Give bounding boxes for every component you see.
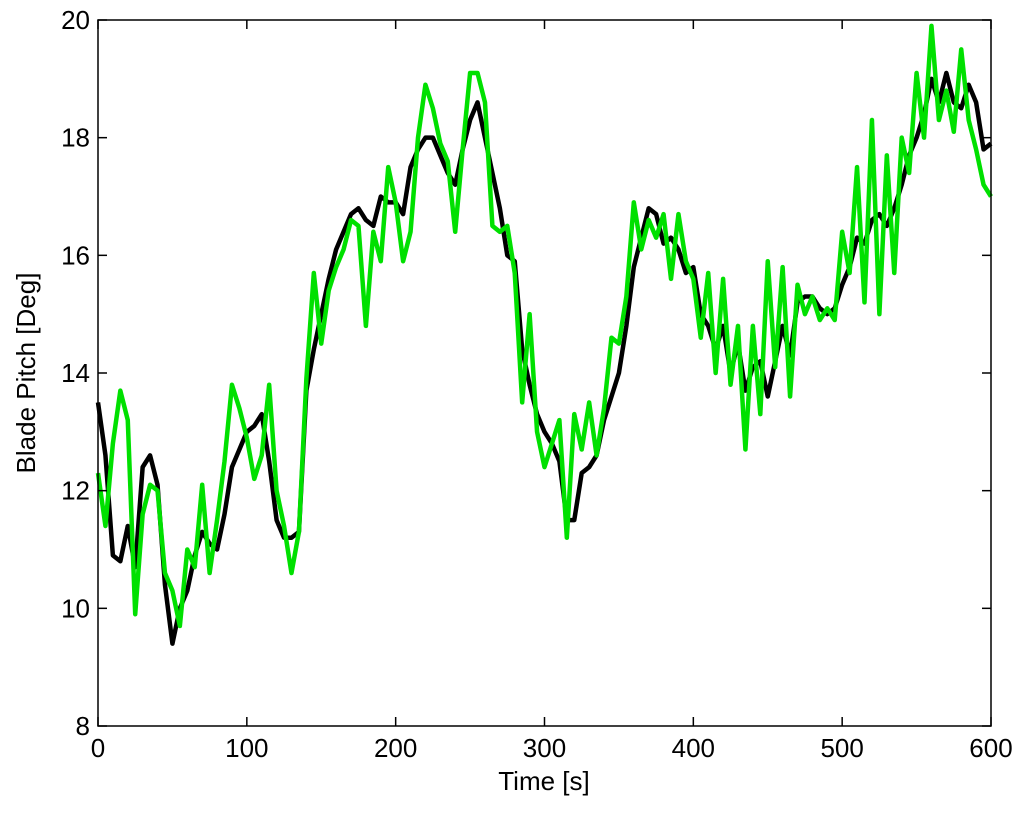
y-tick-label: 18: [61, 123, 90, 153]
plot-area: [98, 20, 991, 726]
y-tick-label: 20: [61, 5, 90, 35]
y-tick-label: 8: [76, 711, 90, 741]
y-tick-label: 12: [61, 476, 90, 506]
y-tick-label: 14: [61, 358, 90, 388]
x-tick-label: 400: [672, 733, 715, 763]
x-tick-label: 600: [969, 733, 1012, 763]
x-tick-label: 200: [374, 733, 417, 763]
y-axis-label: Blade Pitch [Deg]: [11, 273, 41, 474]
y-tick-label: 10: [61, 593, 90, 623]
x-tick-label: 300: [523, 733, 566, 763]
data-line: [95, 23, 993, 629]
x-tick-label: 0: [91, 733, 105, 763]
x-tick-label: 100: [225, 733, 268, 763]
x-axis-label: Time [s]: [498, 766, 589, 796]
x-tick-label: 500: [820, 733, 863, 763]
y-tick-label: 16: [61, 240, 90, 270]
